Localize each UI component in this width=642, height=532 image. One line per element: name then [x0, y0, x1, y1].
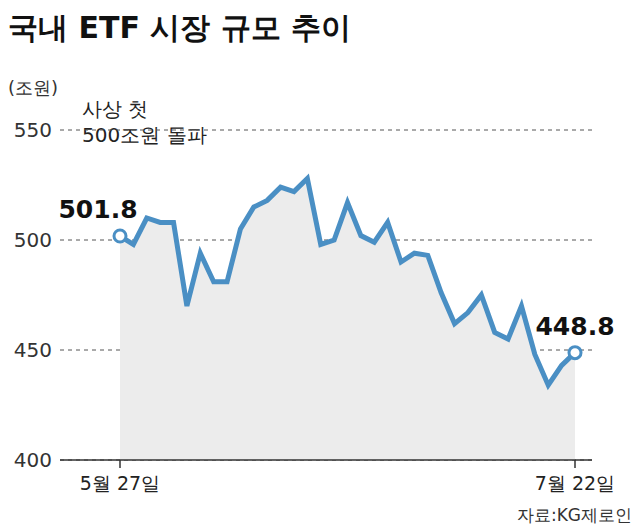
- svg-text:450: 450: [14, 338, 52, 362]
- html-text:500조원 돌파: 500조원 돌파: [82, 123, 207, 147]
- html-text:국내 ETF 시장 규모 추이: 국내 ETF 시장 규모 추이: [8, 10, 352, 45]
- svg-text:501.8: 501.8: [58, 195, 137, 224]
- html-text:사상 첫: 사상 첫: [82, 97, 149, 121]
- html-text:자료:KG제로인: 자료:KG제로인: [516, 505, 632, 525]
- svg-text:448.8: 448.8: [535, 312, 614, 341]
- html-text:(조원): (조원): [8, 77, 58, 98]
- svg-text:7월 22일: 7월 22일: [535, 472, 615, 494]
- svg-text:550: 550: [14, 118, 52, 142]
- svg-text:500: 500: [14, 228, 52, 252]
- svg-text:400: 400: [14, 448, 52, 472]
- svg-text:5월 27일: 5월 27일: [80, 472, 160, 494]
